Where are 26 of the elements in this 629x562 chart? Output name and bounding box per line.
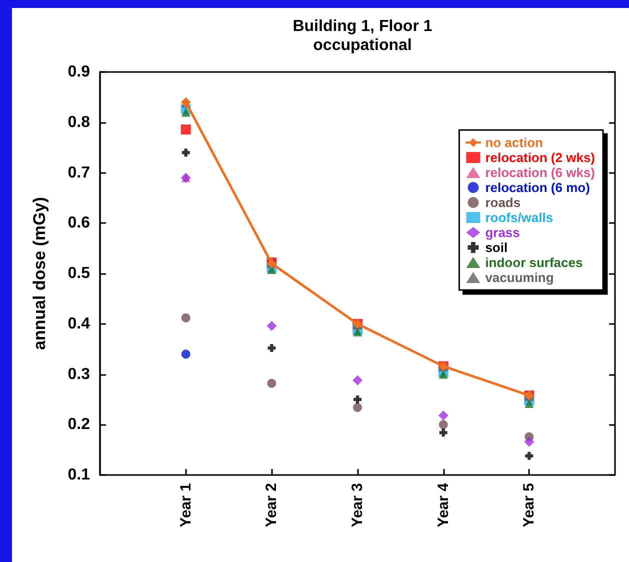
x-tick-label: Year 3 bbox=[349, 483, 366, 528]
y-tick-label: 0.9 bbox=[68, 64, 90, 80]
x-tick-label: Year 4 bbox=[434, 482, 452, 528]
x-tick-label: Year 5 bbox=[520, 483, 538, 528]
legend-label: roofs/walls bbox=[485, 210, 554, 225]
y-tick-label: 0.1 bbox=[68, 466, 90, 484]
y-tick-label: 0.6 bbox=[68, 214, 90, 232]
legend-label: indoor surfaces bbox=[485, 255, 583, 270]
y-tick-label: 0.7 bbox=[68, 164, 90, 182]
legend-label: no action bbox=[485, 135, 544, 150]
y-axis-title: annual dose (mGy) bbox=[30, 196, 49, 350]
chart-title: Building 1, Floor 1 occupational bbox=[292, 18, 432, 54]
legend-label: grass bbox=[485, 225, 520, 240]
legend-label: relocation (6 mo) bbox=[485, 180, 590, 195]
x-tick-label: Year 2 bbox=[263, 483, 280, 528]
y-tick-label: 0.5 bbox=[68, 265, 90, 282]
y-tick-label: 0.8 bbox=[68, 114, 90, 131]
y-tick-label: 0.3 bbox=[68, 366, 90, 383]
y-tick-label: 0.2 bbox=[68, 416, 90, 434]
y-tick-label: 0.4 bbox=[68, 315, 90, 332]
legend-label: relocation (2 wks) bbox=[485, 150, 596, 165]
legend-label: roads bbox=[485, 195, 521, 210]
x-tick-label: Year 1 bbox=[177, 483, 194, 528]
legend-label: relocation (6 wks) bbox=[485, 165, 596, 180]
legend-label: soil bbox=[485, 240, 508, 255]
legend-label: vacuuming bbox=[485, 270, 554, 285]
